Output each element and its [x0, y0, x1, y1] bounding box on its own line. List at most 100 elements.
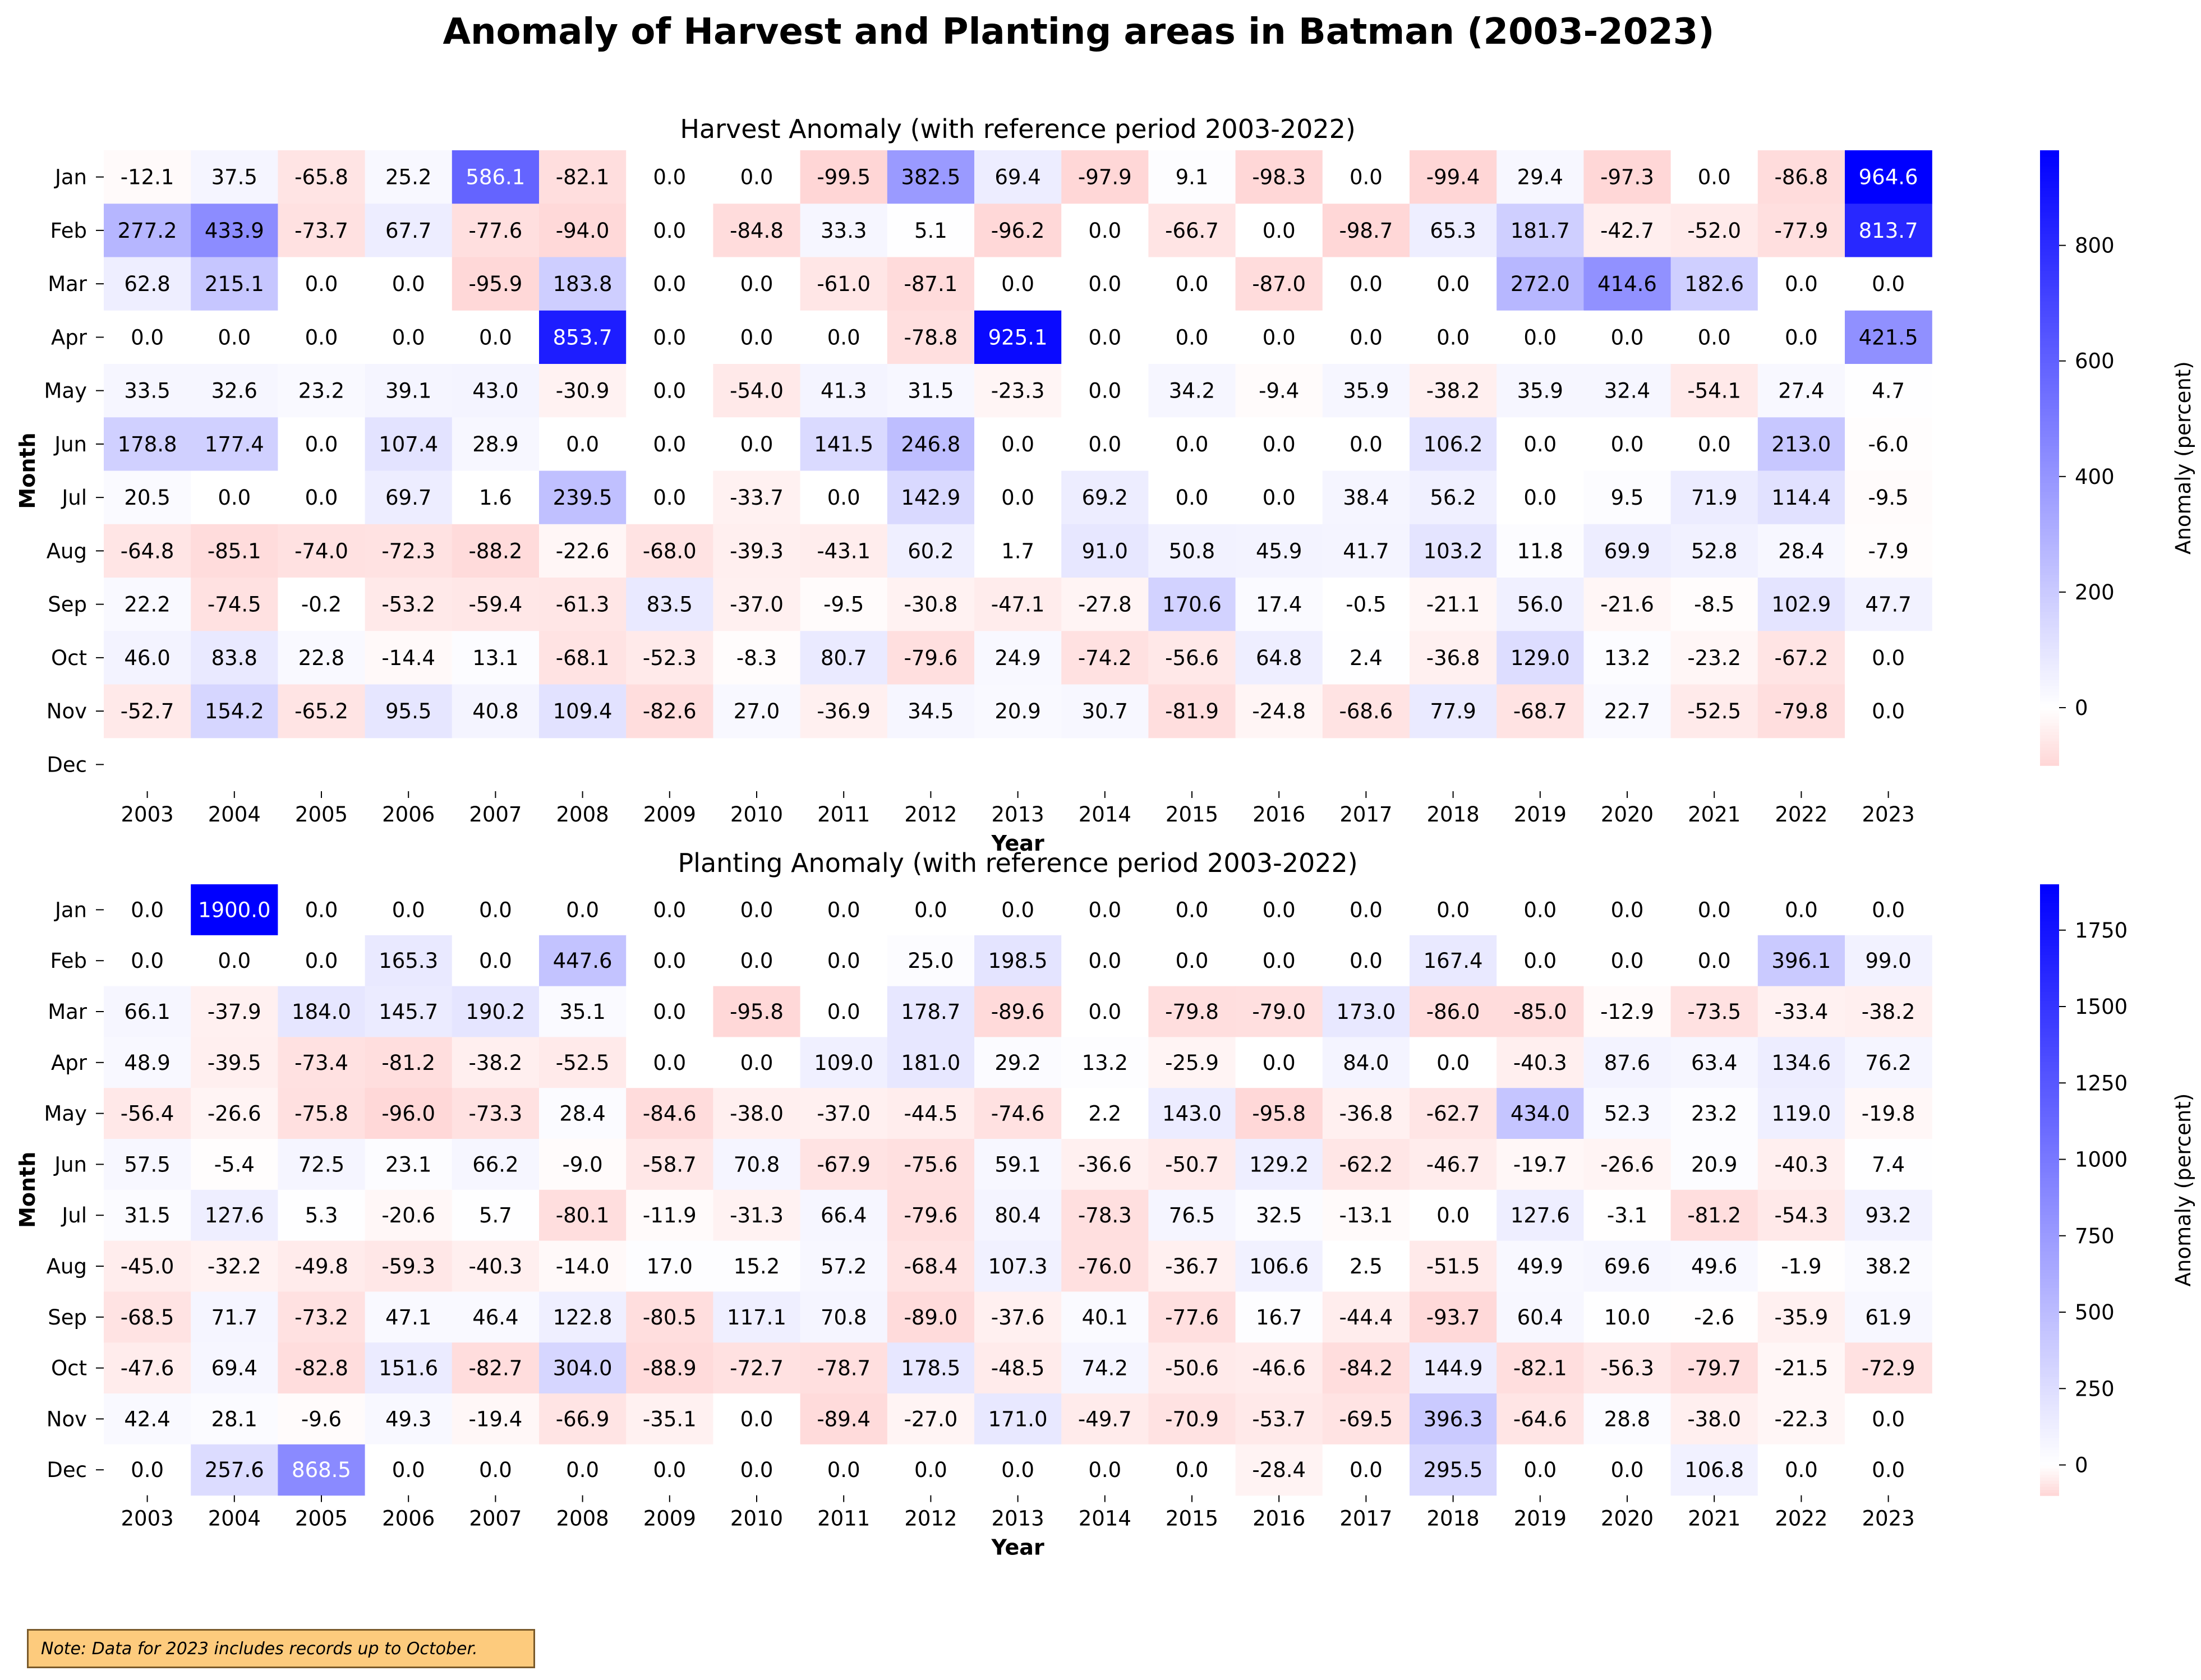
colorbar-segment: [2040, 368, 2059, 372]
footnote: Note: Data for 2023 includes records up …: [27, 1629, 535, 1668]
heatmap-cell: [104, 631, 191, 685]
cell-value-label: 28.9: [472, 432, 518, 456]
cell-value-label: 69.4: [994, 165, 1040, 190]
colorbar-segment: [2040, 273, 2059, 277]
cell-value-label: 0.0: [1001, 898, 1034, 922]
heatmap-cell: [104, 986, 191, 1037]
heatmap-cell: [887, 524, 975, 578]
colorbar-segment: [2040, 1401, 2059, 1405]
cell-value-label: -30.8: [904, 593, 958, 617]
heatmap-cell: [974, 1088, 1062, 1139]
heatmap-cell: [539, 1342, 627, 1394]
colorbar-segment: [2040, 1397, 2059, 1401]
y-axis-label: Month: [15, 1152, 40, 1228]
colorbar-segment: [2040, 522, 2059, 526]
heatmap-cell: [887, 1240, 975, 1292]
colorbar-segment: [2040, 1119, 2059, 1123]
cell-value-label: 33.3: [821, 219, 867, 243]
colorbar-segment: [2040, 242, 2059, 246]
heatmap-cell: [1061, 631, 1149, 685]
cell-value-label: -40.3: [469, 1254, 523, 1279]
colorbar-segment: [2040, 442, 2059, 446]
colorbar-segment: [2040, 627, 2059, 631]
heatmap-cell: [1322, 986, 1410, 1037]
cell-value-label: -21.5: [1775, 1356, 1829, 1381]
cell-value-label: 0.0: [305, 486, 338, 510]
cell-value-label: 0.0: [1001, 432, 1034, 456]
cell-value-label: 87.6: [1604, 1051, 1650, 1075]
colorbar-segment: [2040, 698, 2059, 701]
colorbar-segment: [2040, 1235, 2059, 1239]
x-tick-label: 2015: [1166, 1507, 1218, 1531]
cell-value-label: -73.7: [294, 219, 348, 243]
heatmap-cell: [1670, 631, 1758, 685]
cell-value-label: 198.5: [988, 949, 1048, 973]
colorbar-segment: [2040, 525, 2059, 529]
heatmap-cell: [1497, 578, 1584, 631]
cell-value-label: 0.0: [392, 272, 425, 296]
heatmap-cell: [278, 470, 366, 525]
heatmap-cell: [887, 1088, 975, 1139]
heatmap-cell: [626, 310, 713, 364]
heatmap-cell: [452, 417, 540, 472]
heatmap-cell: [1583, 1189, 1672, 1241]
colorbar-segment: [2040, 292, 2059, 296]
heatmap-cell: [1148, 1291, 1236, 1343]
heatmap-cell: [713, 1444, 801, 1496]
cell-value-label: 257.6: [205, 1458, 264, 1482]
cell-value-label: 0.0: [1785, 272, 1818, 296]
colorbar-segment: [2040, 893, 2059, 897]
cell-value-label: 93.2: [1865, 1203, 1911, 1227]
cell-value-label: -50.6: [1165, 1356, 1219, 1381]
colorbar-segment: [2040, 1009, 2059, 1013]
cell-value-label: -73.3: [469, 1102, 523, 1126]
heatmap-cell: [278, 417, 366, 472]
cell-value-label: 0.0: [1350, 432, 1383, 456]
heatmap-cell: [1845, 364, 1932, 418]
colorbar-segment: [2040, 639, 2059, 643]
colorbar-segment: [2040, 704, 2059, 708]
heatmap-cell: [1583, 470, 1672, 525]
colorbar-segment: [2040, 476, 2059, 480]
heatmap-cell: [713, 364, 801, 418]
colorbar-segment: [2040, 961, 2059, 964]
colorbar-segment: [2040, 1086, 2059, 1090]
cell-value-label: -49.8: [294, 1254, 348, 1279]
heatmap-cell: [1235, 257, 1323, 311]
heatmap-cell: [278, 1037, 366, 1088]
heatmap-cell: [539, 986, 627, 1037]
heatmap-cell: [278, 1088, 366, 1139]
y-axis-label: Month: [15, 432, 40, 509]
heatmap-cell: [626, 1189, 713, 1241]
heatmap-cell: [452, 578, 540, 631]
heatmap-cell: [1235, 935, 1323, 987]
heatmap-cell: [191, 986, 278, 1037]
colorbar-segment: [2040, 737, 2059, 741]
cell-value-label: -37.9: [208, 1000, 261, 1024]
colorbar-segment: [2040, 590, 2059, 594]
y-tick-label: Aug: [47, 1254, 87, 1279]
heatmap-cell: [1670, 1088, 1758, 1139]
heatmap-cell: [1148, 578, 1236, 631]
cell-value-label: -74.0: [294, 539, 348, 563]
heatmap-cell: [626, 1342, 713, 1394]
cell-value-label: 0.0: [740, 272, 773, 296]
cell-value-label: 35.9: [1343, 379, 1389, 403]
cell-value-label: 47.1: [385, 1305, 431, 1330]
cell-value-label: 0.0: [1350, 325, 1383, 349]
colorbar-segment: [2040, 1395, 2059, 1399]
colorbar-segment: [2040, 464, 2059, 468]
colorbar-segment: [2040, 1294, 2059, 1298]
heatmap-cell: [1410, 935, 1497, 987]
cell-value-label: -79.0: [1252, 1000, 1306, 1024]
colorbar-segment: [2040, 485, 2059, 490]
heatmap-cell: [1410, 417, 1497, 472]
heatmap-cell: [1670, 257, 1758, 311]
colorbar-segment: [2040, 1184, 2059, 1188]
heatmap-cell: [1757, 470, 1845, 525]
heatmap-cell: [278, 631, 366, 685]
cell-value-label: -77.6: [1165, 1305, 1219, 1330]
colorbar-segment: [2040, 233, 2059, 237]
colorbar-segment: [2040, 670, 2059, 674]
colorbar-segment: [2040, 310, 2059, 314]
